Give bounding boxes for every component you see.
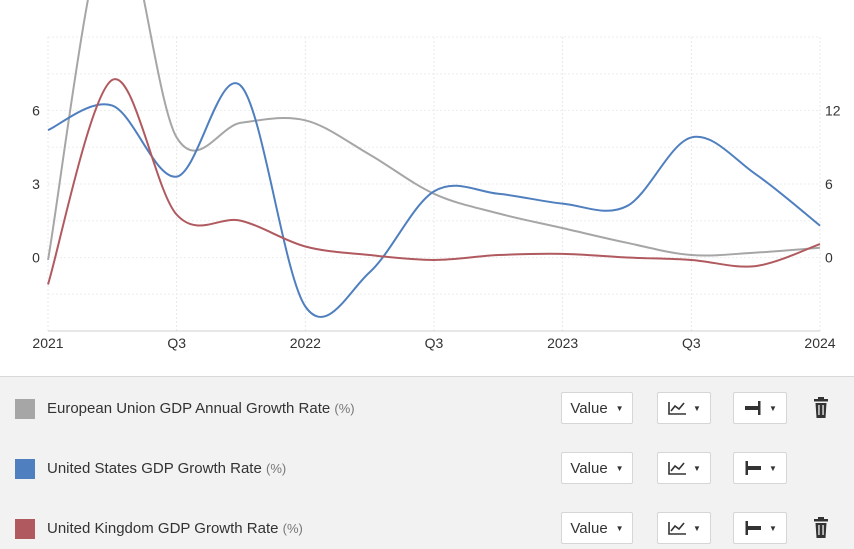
chart-type-dropdown-uk[interactable]: ▼	[657, 512, 711, 544]
x-tick-label: 2023	[547, 335, 578, 351]
caret-down-icon: ▼	[693, 463, 701, 473]
x-tick-label: 2024	[804, 335, 835, 351]
x-tick-label: 2022	[290, 335, 321, 351]
line-chart-icon	[668, 402, 687, 415]
series-label-us[interactable]: United States GDP Growth Rate (%)	[47, 460, 287, 477]
series-swatch-uk	[15, 519, 35, 539]
caret-down-icon: ▼	[615, 463, 624, 473]
axis-dropdown-uk[interactable]: ▼	[733, 512, 787, 544]
chart-type-dropdown-us[interactable]: ▼	[657, 452, 711, 484]
x-tick-label: Q3	[682, 335, 701, 351]
left-y-tick-label: 0	[32, 250, 40, 266]
line-chart-icon	[668, 522, 687, 535]
x-tick-label: 2021	[32, 335, 63, 351]
legend-row-us: United States GDP Growth Rate (%) Value ▼…	[0, 448, 854, 488]
axis-left-icon	[745, 461, 762, 475]
axis-left-icon	[745, 521, 762, 535]
legend-row-eu: European Union GDP Annual Growth Rate (%…	[0, 388, 854, 428]
trash-icon[interactable]	[810, 396, 832, 420]
value-dropdown-eu[interactable]: Value ▼	[561, 392, 633, 424]
axis-dropdown-us[interactable]: ▼	[733, 452, 787, 484]
gdp-line-chart: 2021 Q3 2022 Q3 2023 Q3 2024 6 3 0 12 6 0	[32, 0, 841, 351]
series-line-uk	[47, 78, 821, 285]
x-tick-label: Q3	[167, 335, 186, 351]
line-chart-icon	[668, 462, 687, 475]
caret-down-icon: ▼	[615, 523, 624, 533]
caret-down-icon: ▼	[615, 403, 624, 413]
left-y-tick-label: 3	[32, 176, 40, 192]
series-label-uk[interactable]: United Kingdom GDP Growth Rate (%)	[47, 520, 303, 537]
trash-icon[interactable]	[810, 516, 832, 540]
x-tick-label: Q3	[425, 335, 444, 351]
legend-panel: European Union GDP Annual Growth Rate (%…	[0, 376, 854, 549]
caret-down-icon: ▼	[769, 463, 777, 473]
caret-down-icon: ▼	[693, 523, 701, 533]
right-y-tick-label: 12	[825, 103, 841, 119]
legend-row-uk: United Kingdom GDP Growth Rate (%) Value…	[0, 508, 854, 548]
value-dropdown-us[interactable]: Value ▼	[561, 452, 633, 484]
axis-dropdown-eu[interactable]: ▼	[733, 392, 787, 424]
left-y-tick-label: 6	[32, 103, 40, 119]
caret-down-icon: ▼	[769, 523, 777, 533]
series-line-us	[47, 82, 821, 318]
series-swatch-eu	[15, 399, 35, 419]
right-y-tick-label: 6	[825, 176, 833, 192]
chart-type-dropdown-eu[interactable]: ▼	[657, 392, 711, 424]
chart-area: 2021 Q3 2022 Q3 2023 Q3 2024 6 3 0 12 6 0	[32, 0, 841, 351]
series-label-eu[interactable]: European Union GDP Annual Growth Rate (%…	[47, 400, 355, 417]
series-swatch-us	[15, 459, 35, 479]
caret-down-icon: ▼	[769, 403, 777, 413]
series-line-eu	[47, 0, 821, 261]
axis-right-icon	[745, 401, 761, 415]
caret-down-icon: ▼	[693, 403, 701, 413]
value-dropdown-uk[interactable]: Value ▼	[561, 512, 633, 544]
right-y-tick-label: 0	[825, 250, 833, 266]
